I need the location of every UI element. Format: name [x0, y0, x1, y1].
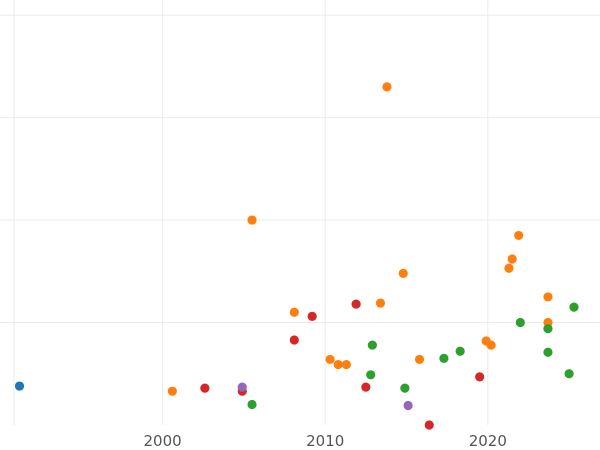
data-point	[361, 382, 371, 392]
data-point	[543, 347, 553, 357]
data-point	[507, 254, 517, 264]
data-point	[569, 302, 579, 312]
data-point	[543, 292, 553, 302]
data-point	[200, 383, 210, 393]
data-point	[333, 359, 343, 370]
data-point	[375, 298, 386, 308]
data-point	[289, 335, 299, 345]
data-point	[504, 263, 514, 273]
data-point	[351, 299, 361, 309]
data-point	[247, 215, 257, 225]
data-point	[167, 386, 177, 396]
data-point	[341, 359, 351, 370]
data-point	[237, 382, 247, 392]
data-point	[514, 230, 524, 241]
data-point	[307, 311, 317, 321]
data-point	[414, 354, 425, 365]
x-axis: 2000 2010 2020	[144, 432, 507, 450]
data-point	[455, 346, 465, 356]
grid	[0, 0, 600, 425]
data-point	[366, 370, 376, 380]
data-point	[398, 268, 408, 278]
data-point	[439, 353, 449, 363]
x-tick-label: 2010	[306, 432, 344, 450]
data-points	[14, 82, 579, 430]
data-point	[424, 420, 434, 430]
data-point	[475, 372, 485, 382]
data-point	[325, 354, 335, 365]
data-point	[403, 400, 413, 411]
data-point	[289, 307, 299, 317]
data-point	[515, 317, 525, 328]
data-point	[382, 82, 392, 92]
data-point	[543, 324, 553, 334]
data-point	[486, 340, 496, 350]
data-point	[564, 369, 574, 379]
data-point	[400, 383, 410, 393]
data-point	[367, 340, 377, 350]
x-tick-label: 2000	[144, 432, 182, 450]
data-point	[14, 381, 25, 391]
data-point	[247, 399, 257, 410]
x-tick-label: 2020	[469, 432, 507, 450]
